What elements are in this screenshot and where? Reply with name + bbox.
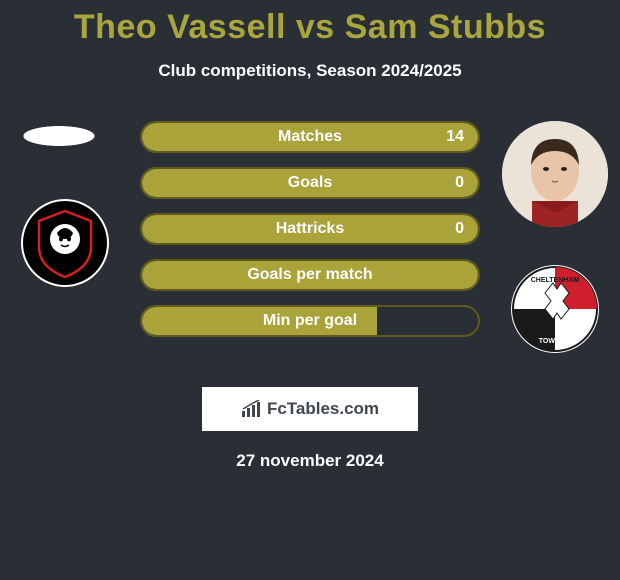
stat-bar: Min per goal xyxy=(140,305,480,337)
stat-bar-label: Goals xyxy=(142,174,478,192)
chart-icon xyxy=(241,400,263,418)
stat-bar-label: Goals per match xyxy=(142,266,478,284)
comparison-title: Theo Vassell vs Sam Stubbs xyxy=(0,0,620,47)
stat-bar-right-value: 0 xyxy=(455,220,464,238)
stat-bar: Matches14 xyxy=(140,121,480,153)
stat-bar: Goals per match xyxy=(140,259,480,291)
stat-bar-label: Min per goal xyxy=(142,312,478,330)
left-club-badge xyxy=(21,199,109,287)
comparison-date: 27 november 2024 xyxy=(0,451,620,471)
right-club-badge: CHELTENHAM TOWN FC xyxy=(511,265,599,353)
watermark-text: FcTables.com xyxy=(267,399,379,419)
stat-bar-label: Hattricks xyxy=(142,220,478,238)
stat-bars: Matches14Goals0Hattricks0Goals per match… xyxy=(140,121,480,351)
watermark: FcTables.com xyxy=(202,387,418,431)
left-player-photo xyxy=(4,121,114,151)
stat-bar-right-value: 0 xyxy=(455,174,464,192)
cheltenham-badge-icon: CHELTENHAM TOWN FC xyxy=(511,265,599,353)
stat-bar: Hattricks0 xyxy=(140,213,480,245)
stat-bar: Goals0 xyxy=(140,167,480,199)
stats-area: CHELTENHAM TOWN FC Matches14Goals0Hattri… xyxy=(0,121,620,381)
stat-bar-label: Matches xyxy=(142,128,478,146)
right-player-photo xyxy=(502,121,608,227)
stat-bar-right-value: 14 xyxy=(446,128,464,146)
player-face-icon xyxy=(502,121,608,227)
salford-badge-icon xyxy=(21,199,109,287)
right-player-column: CHELTENHAM TOWN FC xyxy=(490,121,620,353)
left-player-column xyxy=(0,121,130,287)
svg-text:TOWN FC: TOWN FC xyxy=(539,338,572,345)
comparison-subtitle: Club competitions, Season 2024/2025 xyxy=(0,61,620,81)
svg-text:CHELTENHAM: CHELTENHAM xyxy=(531,277,580,284)
